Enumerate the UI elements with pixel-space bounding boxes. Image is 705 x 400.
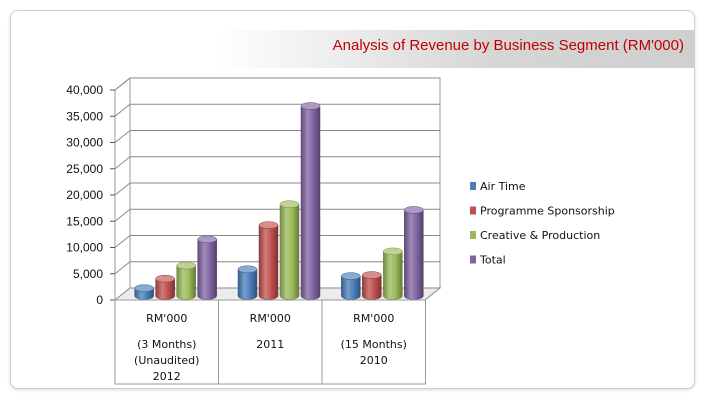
legend-swatch-1 bbox=[470, 182, 476, 190]
category-cell bbox=[321, 299, 426, 385]
gridline-side bbox=[114, 182, 131, 196]
category-label: RM'000 bbox=[250, 312, 291, 325]
legend-label-4: Total bbox=[479, 254, 506, 267]
category-label: RM'000 bbox=[353, 312, 394, 325]
bar-top-4-cat-2 bbox=[300, 102, 321, 110]
bar-3-cat-2 bbox=[279, 204, 300, 300]
legend-swatch-3 bbox=[470, 231, 476, 239]
gridline-side bbox=[114, 156, 131, 170]
y-tick-label: 10,000 bbox=[66, 241, 103, 255]
gridline-side bbox=[114, 77, 131, 91]
bar-top-1-cat-2 bbox=[237, 265, 258, 273]
bar-top-4-cat-1 bbox=[197, 235, 217, 244]
bar-top-3-cat-2 bbox=[279, 200, 300, 208]
y-tick-label: 40,000 bbox=[66, 83, 103, 97]
y-tick-label: 20,000 bbox=[66, 188, 103, 202]
y-tick-label: 15,000 bbox=[66, 214, 103, 228]
gridline-side bbox=[114, 130, 131, 143]
category-label: (Unaudited) bbox=[134, 354, 199, 367]
legend-label-1: Air Time bbox=[480, 180, 526, 193]
bar-4-cat-2 bbox=[300, 105, 321, 300]
category-label: (15 Months) bbox=[341, 338, 407, 351]
category-label: 2011 bbox=[256, 338, 284, 351]
y-tick-label: 30,000 bbox=[66, 136, 103, 150]
bar-top-2-cat-1 bbox=[155, 274, 175, 283]
bar-3-cat-1 bbox=[176, 265, 196, 300]
category-label: (3 Months) bbox=[137, 338, 196, 351]
bar-1-cat-2 bbox=[237, 269, 258, 300]
gridline-side bbox=[114, 208, 131, 222]
bar-top-1-cat-3 bbox=[341, 272, 361, 280]
bar-top-4-cat-3 bbox=[404, 206, 424, 214]
chart-title: Analysis of Revenue by Business Segment … bbox=[332, 37, 684, 54]
legend-label-3: Creative & Production bbox=[480, 229, 600, 242]
bar-top-2-cat-2 bbox=[258, 221, 279, 229]
bar-4-cat-3 bbox=[404, 209, 424, 300]
legend-label-2: Programme Sponsorship bbox=[480, 205, 615, 218]
title-bar bbox=[11, 30, 694, 68]
bar-top-3-cat-3 bbox=[383, 247, 403, 256]
bar-top-1-cat-1 bbox=[134, 284, 154, 292]
y-tick-label: 35,000 bbox=[66, 109, 103, 123]
bar-top-2-cat-3 bbox=[362, 271, 382, 279]
bar-3-cat-3 bbox=[383, 251, 403, 300]
gridline-side bbox=[114, 235, 131, 248]
gridline-side bbox=[114, 261, 131, 275]
category-label: 2012 bbox=[153, 370, 181, 383]
category-label: RM'000 bbox=[146, 312, 187, 325]
gridline-side bbox=[114, 103, 131, 117]
legend-swatch-2 bbox=[470, 206, 476, 215]
y-tick-label: 5,000 bbox=[73, 267, 103, 281]
y-tick-label: 25,000 bbox=[66, 162, 103, 176]
bar-2-cat-2 bbox=[258, 225, 279, 300]
bar-4-cat-1 bbox=[197, 239, 217, 300]
bar-top-3-cat-1 bbox=[176, 261, 196, 270]
legend-swatch-4 bbox=[470, 255, 476, 264]
category-label: 2010 bbox=[360, 354, 388, 367]
y-tick-label: 0 bbox=[96, 293, 103, 307]
